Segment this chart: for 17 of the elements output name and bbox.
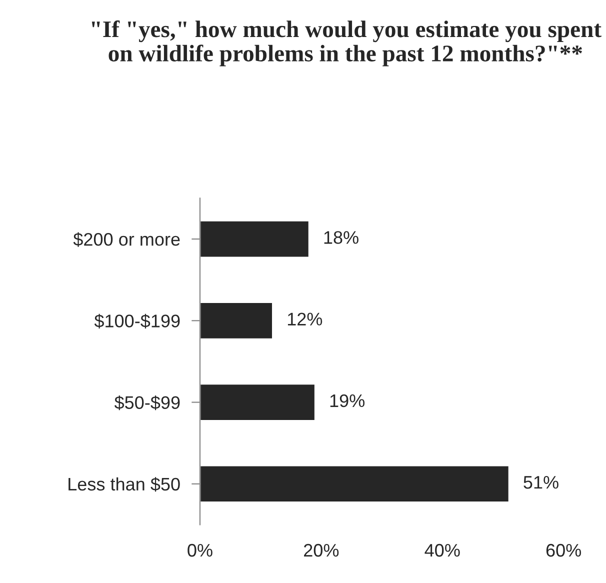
data-label: 19% [330,394,365,408]
x-tick-label: 20% [304,544,339,557]
data-label: 18% [324,231,358,244]
bar [200,302,274,340]
y-tick-label: Less than $50 [68,477,180,492]
data-label: 12% [288,312,322,326]
x-tick-label: 60% [546,544,582,557]
y-tick-label: $50-$99 [114,395,180,410]
data-label: 51% [524,476,558,489]
bar [200,220,310,258]
x-tick-label: 0% [188,544,212,557]
bar [200,383,316,422]
chart-title: "If "yes," how much would you estimate you spent on wildlife problems in the past 12 months?"** [92,20,602,66]
y-tick-label: $200 or more [73,232,180,247]
bar [200,464,510,503]
y-tick-label: $100-$199 [94,314,180,328]
x-tick-label: 40% [424,544,460,557]
